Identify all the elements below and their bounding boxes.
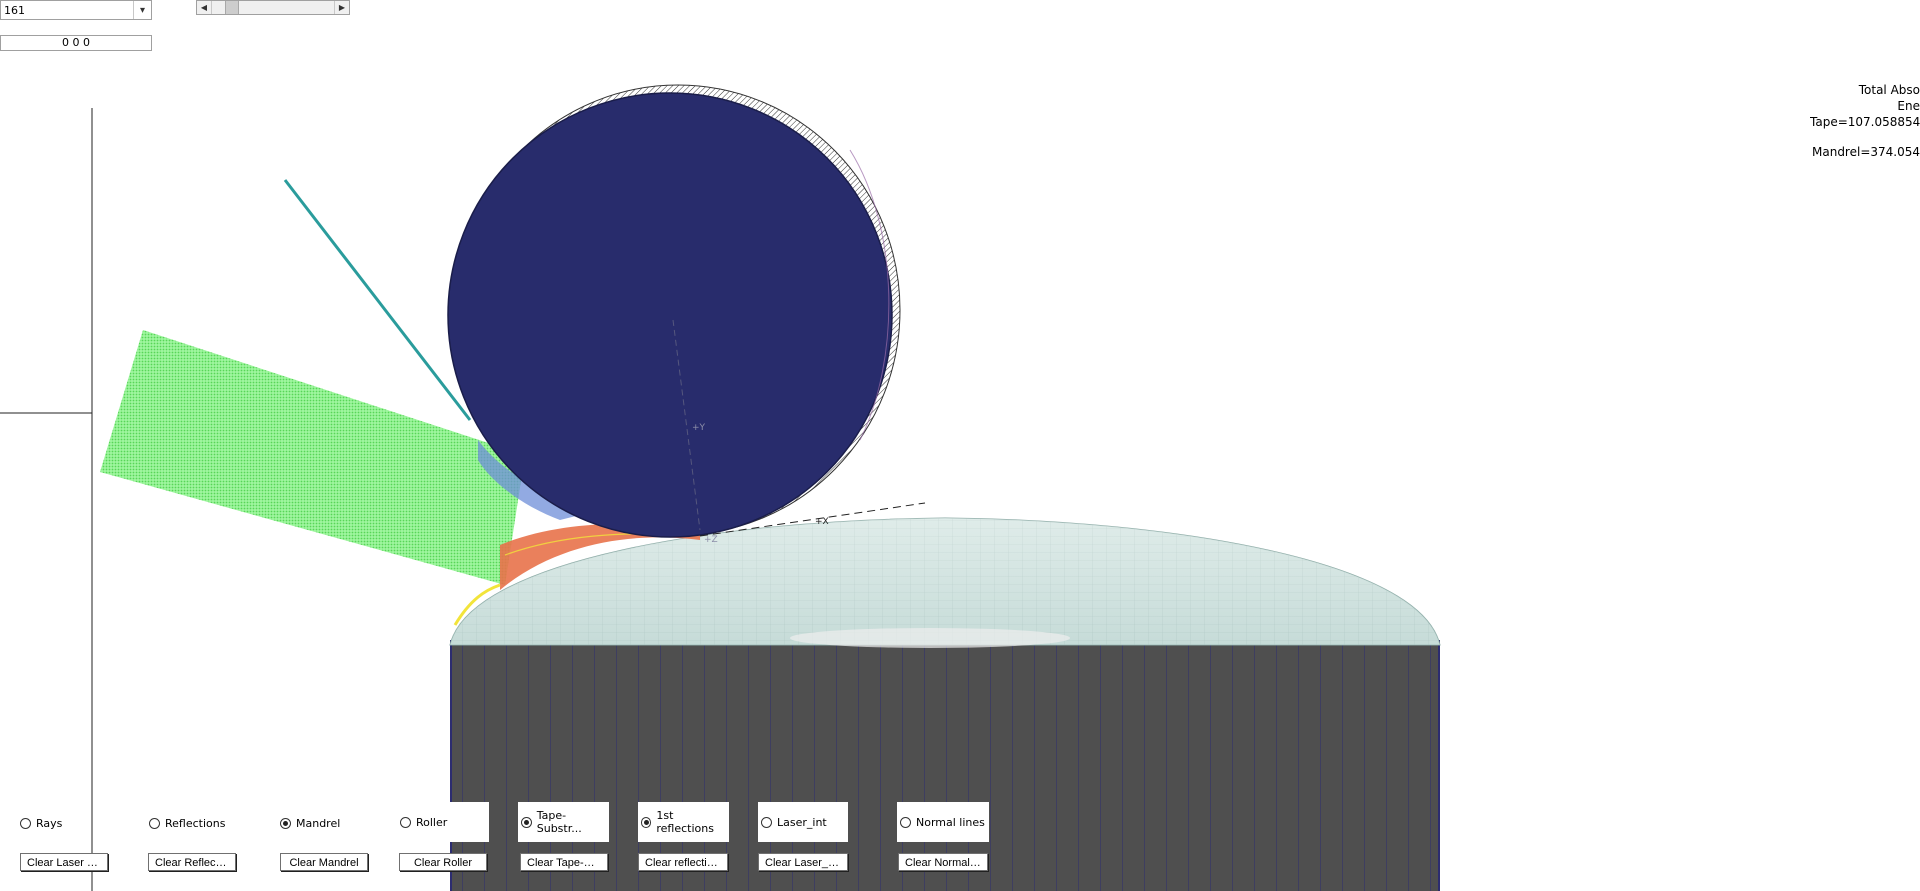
radio-label: Laser_int: [777, 815, 827, 829]
radio-dot[interactable]: [20, 817, 31, 829]
energy-tape: Tape=107.058854: [1810, 115, 1920, 129]
radio-laser-int[interactable]: Laser_int: [758, 802, 848, 842]
clear-reflection-button[interactable]: Clear reflection_...: [638, 853, 728, 871]
radio-label: 1st reflections: [656, 809, 714, 835]
frame-select[interactable]: 161 ▾: [0, 0, 152, 20]
radio-label: Tape-Substr...: [536, 809, 582, 835]
clear-mandrel-button[interactable]: Clear Mandrel: [280, 853, 368, 871]
clear-laser-int-button[interactable]: Clear Laser_int_...: [758, 853, 848, 871]
clear-reflections-button[interactable]: Clear Reflections: [148, 853, 236, 871]
radio-dot[interactable]: [761, 816, 772, 828]
radio-label: Rays: [36, 816, 63, 830]
clear-tape-sub-button[interactable]: Clear Tape-Sub: [520, 853, 608, 871]
y-axis-label: +Y: [692, 423, 706, 433]
triangle-right-icon[interactable]: ▶: [334, 1, 349, 14]
mandrel-body: [450, 640, 1440, 891]
x-axis-label: +X: [815, 517, 829, 527]
radio-normal-lines[interactable]: Normal lines: [897, 802, 989, 842]
laser-beam: [100, 330, 525, 585]
tape-heat-zone: [500, 523, 700, 590]
radio-dot[interactable]: [900, 816, 911, 828]
radio-label: Reflections: [165, 816, 226, 830]
energy-readout: Total Abso Ene Tape=107.058854 Mandrel=3…: [1810, 82, 1920, 157]
radio-mandrel[interactable]: Mandrel: [280, 812, 340, 834]
radio-rays[interactable]: Rays: [20, 812, 62, 834]
energy-subtitle: Ene: [1897, 99, 1920, 113]
frame-scrollbar[interactable]: ◀ ▶: [196, 0, 350, 15]
radio-tape-substrate[interactable]: Tape-Substr...: [518, 802, 609, 842]
triangle-left-icon[interactable]: ◀: [197, 1, 212, 14]
radio-label: Roller: [416, 815, 448, 829]
radio-dot[interactable]: [521, 816, 532, 828]
coordinate-field[interactable]: 0 0 0: [0, 35, 152, 51]
radio-dot[interactable]: [400, 816, 411, 828]
scrollbar-thumb[interactable]: [225, 1, 239, 14]
clear-roller-button[interactable]: Clear Roller: [399, 853, 487, 871]
clear-laser-rays-button[interactable]: Clear Laser rays: [20, 853, 108, 871]
radio-reflections[interactable]: Reflections: [149, 812, 225, 834]
z-axis-label: +Z: [704, 535, 718, 545]
radio-dot[interactable]: [641, 816, 652, 828]
radio-dot[interactable]: [149, 817, 160, 829]
energy-title: Total Abso: [1858, 83, 1920, 97]
incident-ray: [283, 179, 472, 421]
clear-normal-lines-button[interactable]: Clear Normal_lin...: [898, 853, 988, 871]
radio-label: Mandrel: [296, 816, 341, 830]
chevron-down-icon[interactable]: ▾: [133, 1, 151, 19]
radio-label: Normal lines: [916, 815, 985, 829]
energy-mandrel: Mandrel=374.054: [1812, 145, 1920, 157]
radio-dot[interactable]: [280, 817, 291, 829]
frame-select-value: 161: [4, 4, 25, 17]
roller: [447, 92, 893, 538]
radio-1st-reflections[interactable]: 1st reflections: [638, 802, 729, 842]
radio-roller[interactable]: Roller: [397, 802, 489, 842]
